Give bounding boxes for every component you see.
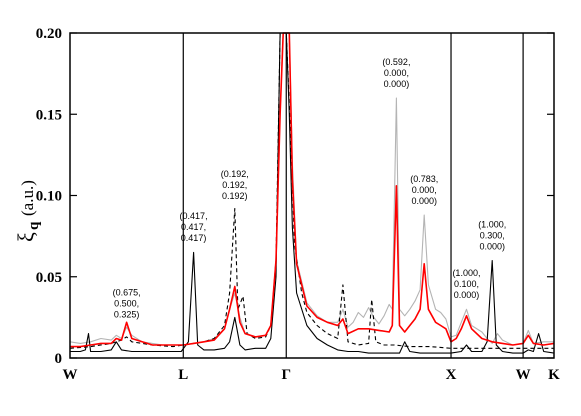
annotation-5: (0.783,0.000,0.000) xyxy=(410,174,438,206)
annotation-4: (0.592,0.000,0.000) xyxy=(382,57,410,89)
annotation-5-line-1: (0.783, xyxy=(410,174,438,184)
annotation-7-line-3: 0.000) xyxy=(479,241,505,251)
annotation-2-line-1: (0.417, xyxy=(180,211,208,221)
annotation-4-line-2: 0.000, xyxy=(384,68,409,78)
annotation-1-line-1: (0.675, xyxy=(113,288,141,298)
annotation-3-line-2: 0.192, xyxy=(222,180,247,190)
annotation-3-line-3: 0.192) xyxy=(222,191,248,201)
y-tick-label-1: 0 xyxy=(55,351,63,367)
annotation-1-line-2: 0.500, xyxy=(114,299,139,309)
y-tick-label-4: 0.15 xyxy=(36,107,62,123)
annotation-2: (0.417,0.417,0.417) xyxy=(180,211,208,243)
annotation-6-line-3: 0.000) xyxy=(454,290,480,300)
annotation-6-line-1: (1.000, xyxy=(452,268,480,278)
series-line-1 xyxy=(69,32,554,346)
x-tick-label-6: K xyxy=(548,367,560,383)
annotation-1-line-3: 0.325) xyxy=(114,310,140,320)
y-tick-label-2: 0.05 xyxy=(36,270,62,286)
y-axis-label: ξ q (a.u.) xyxy=(13,180,42,242)
y-tick-label-3: 0.10 xyxy=(36,189,62,205)
annotation-7-line-1: (1.000, xyxy=(478,219,506,229)
annotation-4-line-3: 0.000) xyxy=(384,79,410,89)
series-layer xyxy=(69,32,555,354)
annotation-3: (0.192,0.192,0.192) xyxy=(221,169,249,201)
annotation-3-line-1: (0.192, xyxy=(221,169,249,179)
annotation-7: (1.000,0.300,0.000) xyxy=(478,219,506,251)
x-tick-label-3: Γ xyxy=(281,367,291,383)
annotation-6: (1.000,0.100,0.000) xyxy=(452,268,480,300)
annotation-1: (0.675,0.500,0.325) xyxy=(113,288,141,320)
x-tick-label-4: X xyxy=(446,367,457,383)
annotation-layer: (0.675,0.500,0.325)(0.417,0.417,0.417)(0… xyxy=(113,57,507,320)
x-tick-label-1: W xyxy=(63,367,78,383)
y-axis-label-subscript: q xyxy=(26,221,42,230)
y-tick-label-5: 0.20 xyxy=(36,26,62,42)
series-line-3 xyxy=(69,32,554,349)
annotation-4-line-1: (0.592, xyxy=(382,57,410,67)
annotation-2-line-3: 0.417) xyxy=(181,233,207,243)
annotation-2-line-2: 0.417, xyxy=(181,222,206,232)
x-tick-label-5: W xyxy=(516,367,531,383)
axes-layer: 0 0.05 0.10 0.15 0.20 W L Γ X W K xyxy=(36,26,560,383)
series-line-4 xyxy=(70,32,555,348)
annotation-6-line-2: 0.100, xyxy=(454,279,479,289)
x-tick-label-2: L xyxy=(178,367,188,383)
annotation-5-line-3: 0.000) xyxy=(411,196,437,206)
annotation-7-line-2: 0.300, xyxy=(480,230,505,240)
y-axis-label-symbol: ξ xyxy=(13,232,38,242)
annotation-5-line-2: 0.000, xyxy=(412,185,437,195)
series-line-2 xyxy=(70,32,555,354)
y-axis-label-unit: (a.u.) xyxy=(18,180,37,216)
